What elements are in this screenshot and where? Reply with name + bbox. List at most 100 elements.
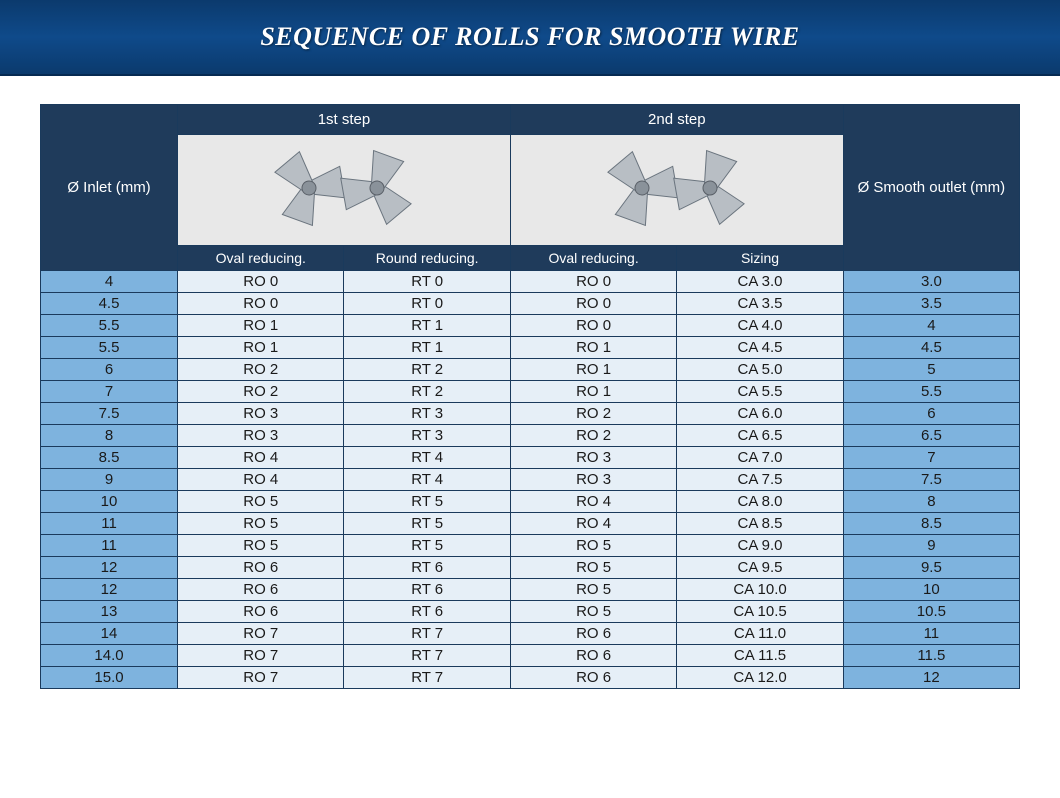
cell-step2-oval: RO 6 bbox=[510, 667, 676, 689]
cell-inlet: 8.5 bbox=[41, 447, 178, 469]
subhdr-step1-round: Round reducing. bbox=[344, 246, 510, 271]
cell-step2-oval: RO 2 bbox=[510, 425, 676, 447]
cell-step1-oval: RO 6 bbox=[178, 579, 344, 601]
cell-inlet: 8 bbox=[41, 425, 178, 447]
cell-step1-round: RT 0 bbox=[344, 293, 510, 315]
cell-step2-oval: RO 6 bbox=[510, 645, 676, 667]
cell-outlet: 4 bbox=[843, 315, 1019, 337]
cell-step2-size: CA 8.5 bbox=[677, 513, 843, 535]
cell-step1-oval: RO 7 bbox=[178, 623, 344, 645]
cell-step2-oval: RO 1 bbox=[510, 337, 676, 359]
cell-step1-round: RT 6 bbox=[344, 557, 510, 579]
cell-step1-oval: RO 3 bbox=[178, 425, 344, 447]
cell-inlet: 5.5 bbox=[41, 337, 178, 359]
cell-step1-oval: RO 5 bbox=[178, 513, 344, 535]
cell-step1-round: RT 3 bbox=[344, 425, 510, 447]
cell-outlet: 11.5 bbox=[843, 645, 1019, 667]
cell-step2-oval: RO 2 bbox=[510, 403, 676, 425]
cell-inlet: 13 bbox=[41, 601, 178, 623]
table-row: 14.0RO 7RT 7RO 6CA 11.511.5 bbox=[41, 645, 1020, 667]
cell-outlet: 8.5 bbox=[843, 513, 1019, 535]
cell-step2-oval: RO 5 bbox=[510, 557, 676, 579]
cell-inlet: 9 bbox=[41, 469, 178, 491]
cell-step1-oval: RO 7 bbox=[178, 645, 344, 667]
cell-step1-oval: RO 4 bbox=[178, 469, 344, 491]
col-header-step1: 1st step bbox=[178, 105, 511, 135]
table-row: 5.5RO 1RT 1RO 0CA 4.04 bbox=[41, 315, 1020, 337]
cell-outlet: 6.5 bbox=[843, 425, 1019, 447]
table-row: 12RO 6RT 6RO 5CA 9.59.5 bbox=[41, 557, 1020, 579]
cell-step2-oval: RO 5 bbox=[510, 535, 676, 557]
cell-step2-size: CA 10.5 bbox=[677, 601, 843, 623]
cell-step2-size: CA 7.0 bbox=[677, 447, 843, 469]
cell-step2-size: CA 6.0 bbox=[677, 403, 843, 425]
table-row: 6RO 2RT 2RO 1CA 5.05 bbox=[41, 359, 1020, 381]
cell-step1-oval: RO 1 bbox=[178, 315, 344, 337]
cell-step2-oval: RO 0 bbox=[510, 271, 676, 293]
cell-outlet: 12 bbox=[843, 667, 1019, 689]
cell-step1-oval: RO 5 bbox=[178, 535, 344, 557]
col-header-outlet: Ø Smooth outlet (mm) bbox=[843, 105, 1019, 271]
cell-step2-size: CA 8.0 bbox=[677, 491, 843, 513]
subhdr-step2-oval: Oval reducing. bbox=[510, 246, 676, 271]
cell-outlet: 9 bbox=[843, 535, 1019, 557]
col-header-inlet: Ø Inlet (mm) bbox=[41, 105, 178, 271]
cell-outlet: 7 bbox=[843, 447, 1019, 469]
cell-step1-round: RT 5 bbox=[344, 513, 510, 535]
cell-inlet: 6 bbox=[41, 359, 178, 381]
table-row: 4.5RO 0RT 0RO 0CA 3.53.5 bbox=[41, 293, 1020, 315]
cell-step1-oval: RO 3 bbox=[178, 403, 344, 425]
cell-step1-round: RT 5 bbox=[344, 491, 510, 513]
cell-outlet: 9.5 bbox=[843, 557, 1019, 579]
cell-step1-round: RT 7 bbox=[344, 623, 510, 645]
cell-step1-oval: RO 2 bbox=[178, 381, 344, 403]
page-title: SEQUENCE OF ROLLS FOR SMOOTH WIRE bbox=[260, 22, 799, 52]
cell-step1-round: RT 7 bbox=[344, 667, 510, 689]
cell-step2-oval: RO 5 bbox=[510, 601, 676, 623]
table-row: 7RO 2RT 2RO 1CA 5.55.5 bbox=[41, 381, 1020, 403]
table-row: 11RO 5RT 5RO 5CA 9.09 bbox=[41, 535, 1020, 557]
cell-inlet: 14.0 bbox=[41, 645, 178, 667]
cell-step1-round: RT 5 bbox=[344, 535, 510, 557]
cell-step1-round: RT 4 bbox=[344, 469, 510, 491]
table-row: 12RO 6RT 6RO 5CA 10.010 bbox=[41, 579, 1020, 601]
cell-inlet: 7.5 bbox=[41, 403, 178, 425]
cell-step1-oval: RO 0 bbox=[178, 293, 344, 315]
table-row: 5.5RO 1RT 1RO 1CA 4.54.5 bbox=[41, 337, 1020, 359]
cell-inlet: 4.5 bbox=[41, 293, 178, 315]
cell-inlet: 14 bbox=[41, 623, 178, 645]
rolls-icon bbox=[259, 143, 429, 233]
cell-inlet: 7 bbox=[41, 381, 178, 403]
cell-step2-oval: RO 1 bbox=[510, 381, 676, 403]
cell-step2-size: CA 3.0 bbox=[677, 271, 843, 293]
cell-step2-oval: RO 5 bbox=[510, 579, 676, 601]
cell-step2-size: CA 7.5 bbox=[677, 469, 843, 491]
cell-inlet: 11 bbox=[41, 513, 178, 535]
cell-step1-round: RT 2 bbox=[344, 359, 510, 381]
cell-inlet: 11 bbox=[41, 535, 178, 557]
cell-outlet: 5 bbox=[843, 359, 1019, 381]
table-row: 15.0RO 7RT 7RO 6CA 12.012 bbox=[41, 667, 1020, 689]
rolls-table: Ø Inlet (mm) 1st step 2nd step Ø Smooth … bbox=[40, 104, 1020, 689]
cell-outlet: 6 bbox=[843, 403, 1019, 425]
table-row: 13RO 6RT 6RO 5CA 10.510.5 bbox=[41, 601, 1020, 623]
cell-step1-round: RT 3 bbox=[344, 403, 510, 425]
cell-step2-size: CA 11.5 bbox=[677, 645, 843, 667]
cell-step1-oval: RO 5 bbox=[178, 491, 344, 513]
cell-step1-round: RT 1 bbox=[344, 337, 510, 359]
col-header-step2: 2nd step bbox=[510, 105, 843, 135]
rolls-icon bbox=[592, 143, 762, 233]
cell-step1-round: RT 0 bbox=[344, 271, 510, 293]
cell-step1-round: RT 6 bbox=[344, 579, 510, 601]
cell-step1-round: RT 7 bbox=[344, 645, 510, 667]
cell-inlet: 5.5 bbox=[41, 315, 178, 337]
table-row: 9RO 4RT 4RO 3CA 7.57.5 bbox=[41, 469, 1020, 491]
cell-step1-round: RT 1 bbox=[344, 315, 510, 337]
cell-step2-size: CA 9.5 bbox=[677, 557, 843, 579]
table-body: 4RO 0RT 0RO 0CA 3.03.04.5RO 0RT 0RO 0CA … bbox=[41, 271, 1020, 689]
cell-step1-round: RT 6 bbox=[344, 601, 510, 623]
cell-step2-oval: RO 4 bbox=[510, 513, 676, 535]
cell-step2-oval: RO 4 bbox=[510, 491, 676, 513]
table-row: 14RO 7RT 7RO 6CA 11.011 bbox=[41, 623, 1020, 645]
cell-step1-oval: RO 2 bbox=[178, 359, 344, 381]
